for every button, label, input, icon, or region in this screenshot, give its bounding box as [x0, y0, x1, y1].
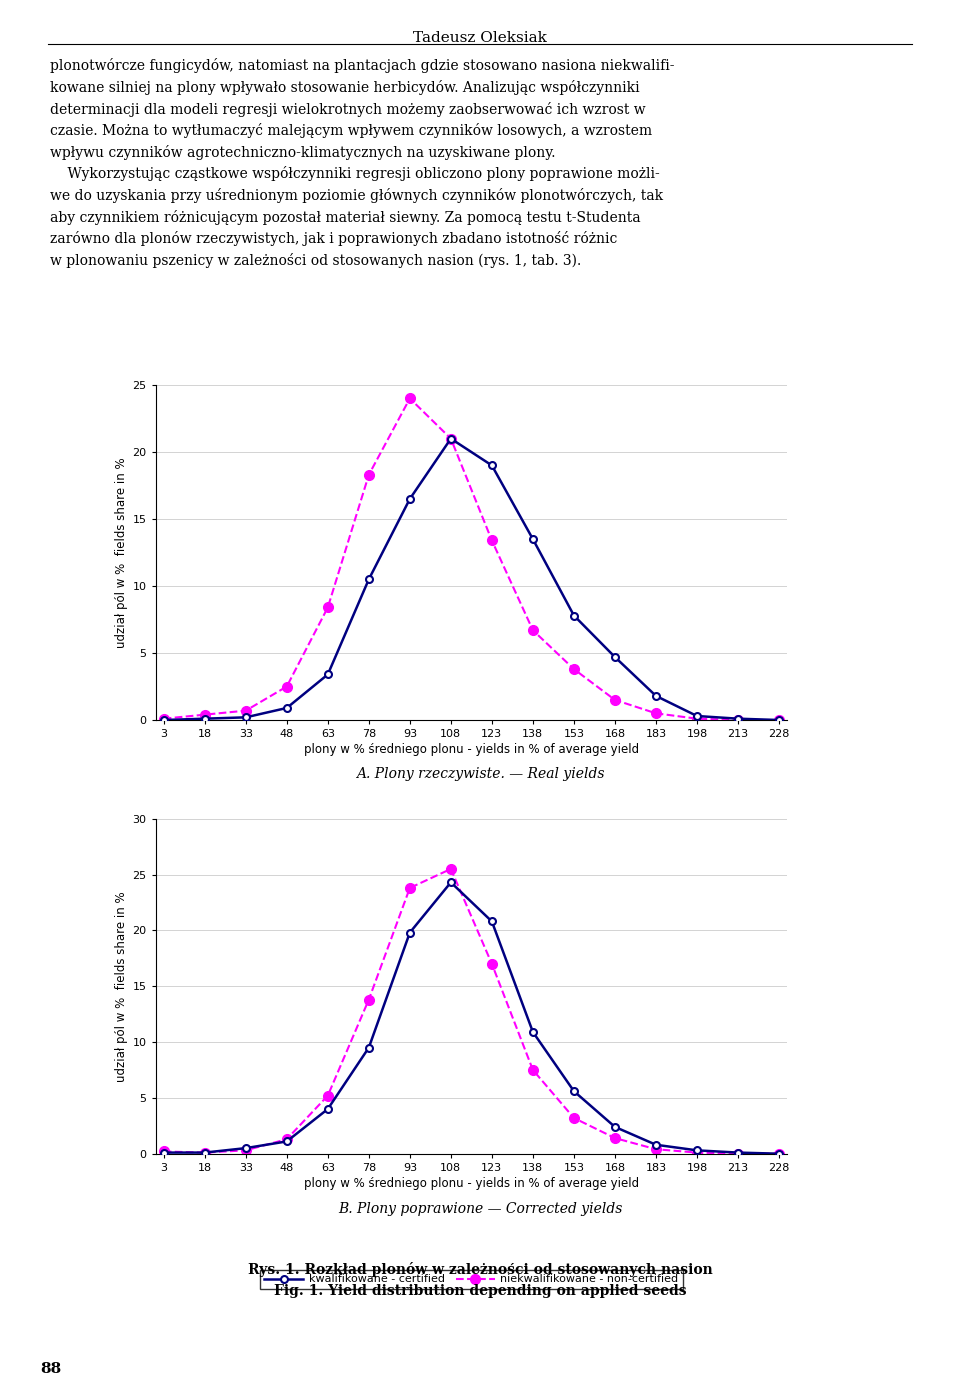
Y-axis label: udział pól w %  fields share in %: udział pól w % fields share in %	[115, 891, 129, 1081]
Text: 88: 88	[40, 1362, 61, 1376]
Text: Rys. 1. Rozkład plonów w zależności od stosowanych nasion: Rys. 1. Rozkład plonów w zależności od s…	[248, 1262, 712, 1276]
X-axis label: plony w % średniego plonu - yields in % of average yield: plony w % średniego plonu - yields in % …	[303, 1177, 639, 1190]
X-axis label: plony w % średniego plonu - yields in % of average yield: plony w % średniego plonu - yields in % …	[303, 744, 639, 756]
Text: A. Plony rzeczywiste. — Real yields: A. Plony rzeczywiste. — Real yields	[356, 767, 604, 781]
Text: plonotwórcze fungicydów, natomiast na plantacjach gdzie stosowano nasiona niekwa: plonotwórcze fungicydów, natomiast na pl…	[50, 58, 675, 268]
Text: Fig. 1. Yield distribution depending on applied seeds: Fig. 1. Yield distribution depending on …	[274, 1284, 686, 1298]
Legend: kwalifikowane - certified, niekwalifikowane - non-certified: kwalifikowane - certified, niekwalifikow…	[260, 1270, 683, 1289]
Y-axis label: udział pól w %  fields share in %: udział pól w % fields share in %	[115, 457, 129, 648]
Text: Tadeusz Oleksiak: Tadeusz Oleksiak	[413, 31, 547, 44]
Legend: kwalifikowane - certified, niekwalifikowane - non-certified: kwalifikowane - certified, niekwalifikow…	[260, 837, 683, 855]
Text: B. Plony poprawione — Corrected yields: B. Plony poprawione — Corrected yields	[338, 1202, 622, 1216]
